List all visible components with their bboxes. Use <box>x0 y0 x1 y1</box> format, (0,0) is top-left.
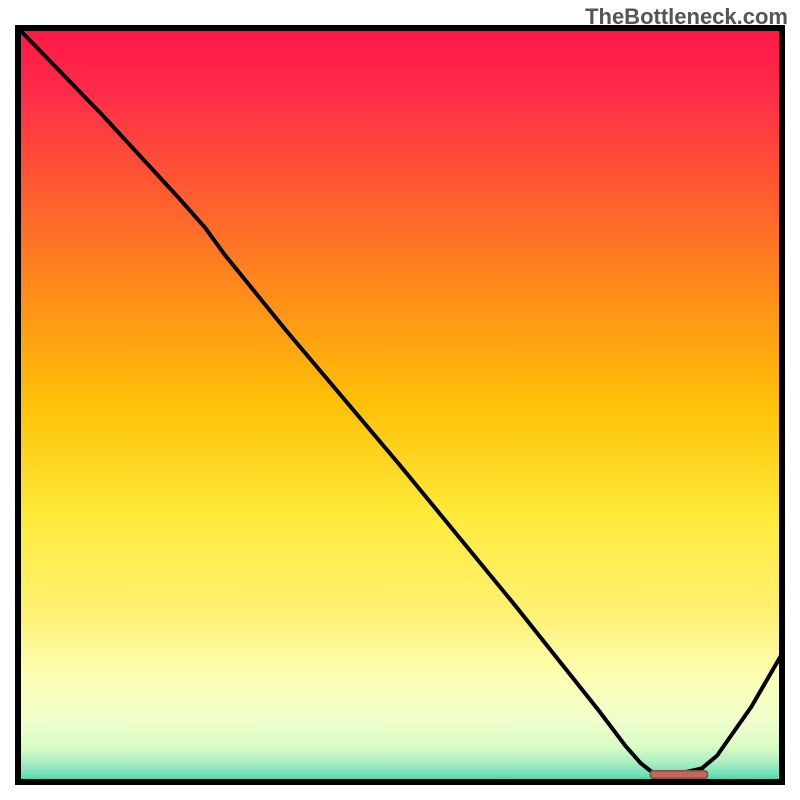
chart-svg <box>0 0 800 800</box>
watermark-text: TheBottleneck.com <box>585 4 788 30</box>
plot-background <box>18 28 782 782</box>
bottleneck-chart <box>0 0 800 800</box>
optimal-range-marker <box>650 771 707 779</box>
